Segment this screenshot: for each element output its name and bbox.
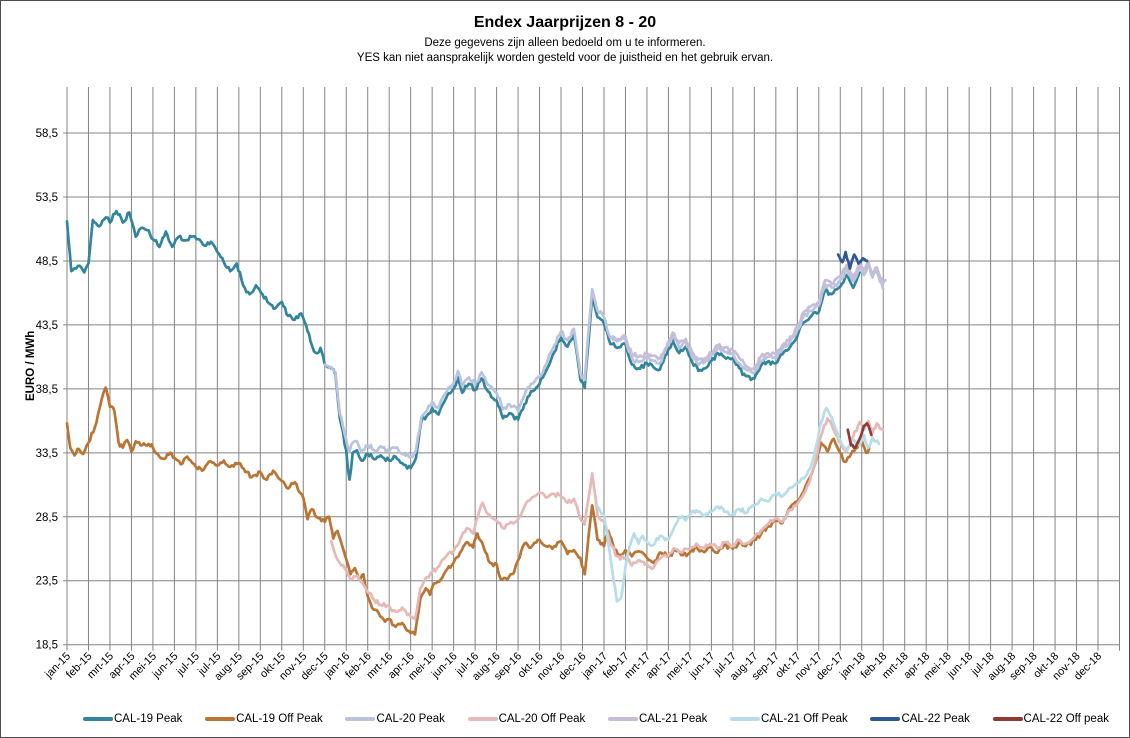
legend-item: CAL-22 Off peak <box>992 713 1109 725</box>
svg-text:58,5: 58,5 <box>36 128 58 140</box>
legend-label: CAL-20 Off Peak <box>498 713 586 725</box>
svg-text:EURO / MWh: EURO / MWh <box>25 331 37 401</box>
legend-label: CAL-19 Peak <box>114 713 183 725</box>
chart-legend: CAL-19 Peak CAL-19 Off Peak CAL-20 Peak CAL… <box>83 711 1109 727</box>
legend-label: CAL-21 Off Peak <box>761 713 848 725</box>
legend-label: CAL-22 Peak <box>901 713 970 725</box>
legend-item: CAL-19 Peak <box>83 713 182 725</box>
legend-line-swatch <box>205 717 236 721</box>
svg-text:28,5: 28,5 <box>36 512 58 524</box>
legend-item: CAL-19 Off Peak <box>205 713 323 725</box>
legend-line-swatch <box>870 717 901 721</box>
legend-item: CAL-22 Peak <box>870 713 970 725</box>
legend-item: CAL-20 Peak <box>345 713 445 725</box>
legend-line-swatch <box>467 717 498 721</box>
chart-subtitle-line2: YES kan niet aansprakelijk worden gestel… <box>356 52 774 64</box>
legend-label: CAL-19 Off Peak <box>236 713 323 725</box>
legend-line-swatch <box>607 717 638 721</box>
legend-line-swatch <box>730 717 761 721</box>
legend-line-swatch <box>83 717 113 721</box>
legend-line-swatch <box>345 717 376 721</box>
legend-label: CAL-20 Peak <box>376 713 445 725</box>
svg-text:43,5: 43,5 <box>36 320 58 332</box>
svg-text:33,5: 33,5 <box>36 448 58 460</box>
svg-text:38,5: 38,5 <box>36 384 58 396</box>
chart-title: Endex Jaarprijzen 8 - 20 <box>473 14 657 31</box>
chart-subtitle-line1: Deze gegevens zijn alleen bedoeld om u t… <box>424 37 706 49</box>
legend-item: CAL-20 Off Peak <box>467 713 586 725</box>
legend-item: CAL-21 Off Peak <box>730 713 848 725</box>
legend-line-swatch <box>992 717 1023 721</box>
svg-text:23,5: 23,5 <box>36 576 58 588</box>
svg-text:48,5: 48,5 <box>36 256 58 268</box>
svg-text:jul-15: jul-15 <box>174 650 202 678</box>
legend-item: CAL-21 Peak <box>607 713 708 725</box>
svg-text:53,5: 53,5 <box>36 192 58 204</box>
legend-label: CAL-21 Peak <box>638 713 708 725</box>
svg-text:18,5: 18,5 <box>36 640 58 652</box>
legend-label: CAL-22 Off peak <box>1023 713 1109 725</box>
